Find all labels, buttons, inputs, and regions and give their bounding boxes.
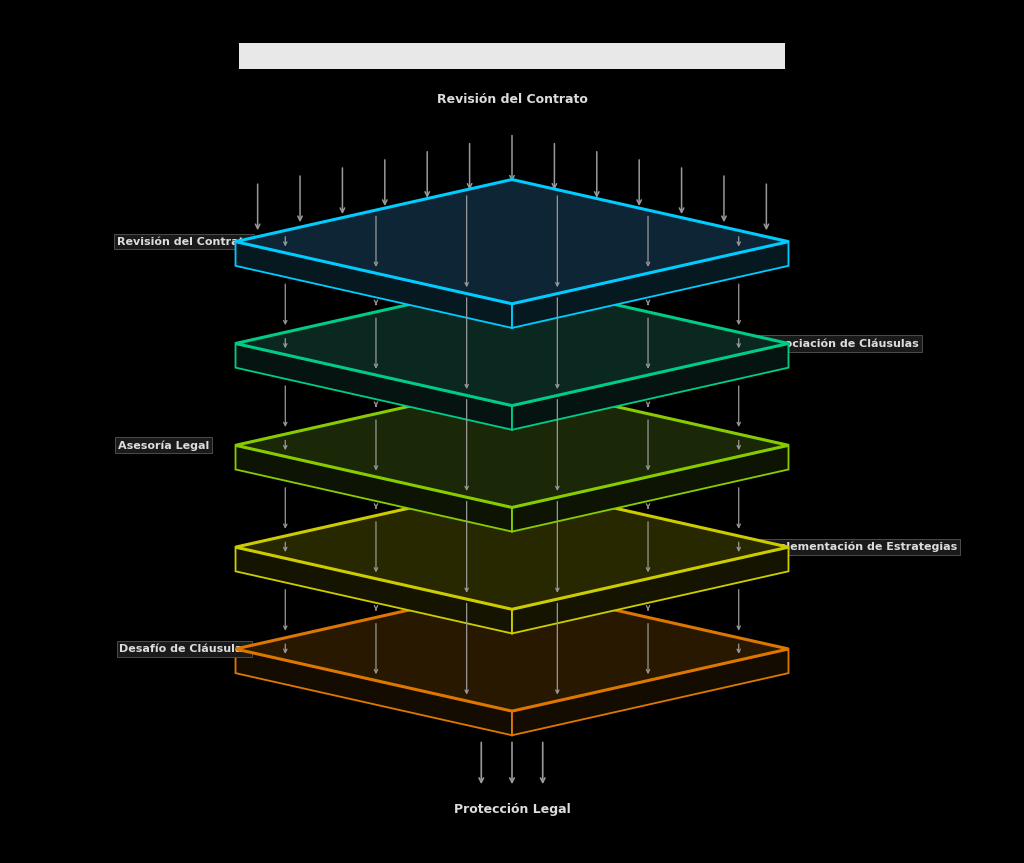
- Text: Protección Contra Cláusulas Abusivas en Contratos Inmobiliarios: Protección Contra Cláusulas Abusivas en …: [244, 48, 780, 64]
- Polygon shape: [236, 649, 512, 735]
- Polygon shape: [512, 343, 788, 430]
- Polygon shape: [236, 485, 788, 609]
- Polygon shape: [236, 180, 788, 304]
- Polygon shape: [512, 547, 788, 633]
- Text: Revisión del Contrato: Revisión del Contrato: [117, 236, 252, 247]
- Polygon shape: [512, 445, 788, 532]
- Polygon shape: [236, 383, 788, 507]
- Text: Revisión del Contrato: Revisión del Contrato: [436, 93, 588, 106]
- Polygon shape: [236, 281, 788, 406]
- Text: Desafío de Cláusulas: Desafío de Cláusulas: [120, 644, 249, 654]
- Polygon shape: [512, 242, 788, 328]
- Text: Negociación de Cláusulas: Negociación de Cláusulas: [760, 338, 920, 349]
- Polygon shape: [236, 587, 788, 711]
- Polygon shape: [236, 547, 512, 633]
- Text: Implementación de Estrategias: Implementación de Estrategias: [763, 542, 957, 552]
- Polygon shape: [236, 445, 512, 532]
- Text: Asesoría Legal: Asesoría Legal: [118, 440, 210, 450]
- Polygon shape: [236, 343, 512, 430]
- Polygon shape: [512, 649, 788, 735]
- Polygon shape: [236, 242, 512, 328]
- Text: Protección Legal: Protección Legal: [454, 803, 570, 816]
